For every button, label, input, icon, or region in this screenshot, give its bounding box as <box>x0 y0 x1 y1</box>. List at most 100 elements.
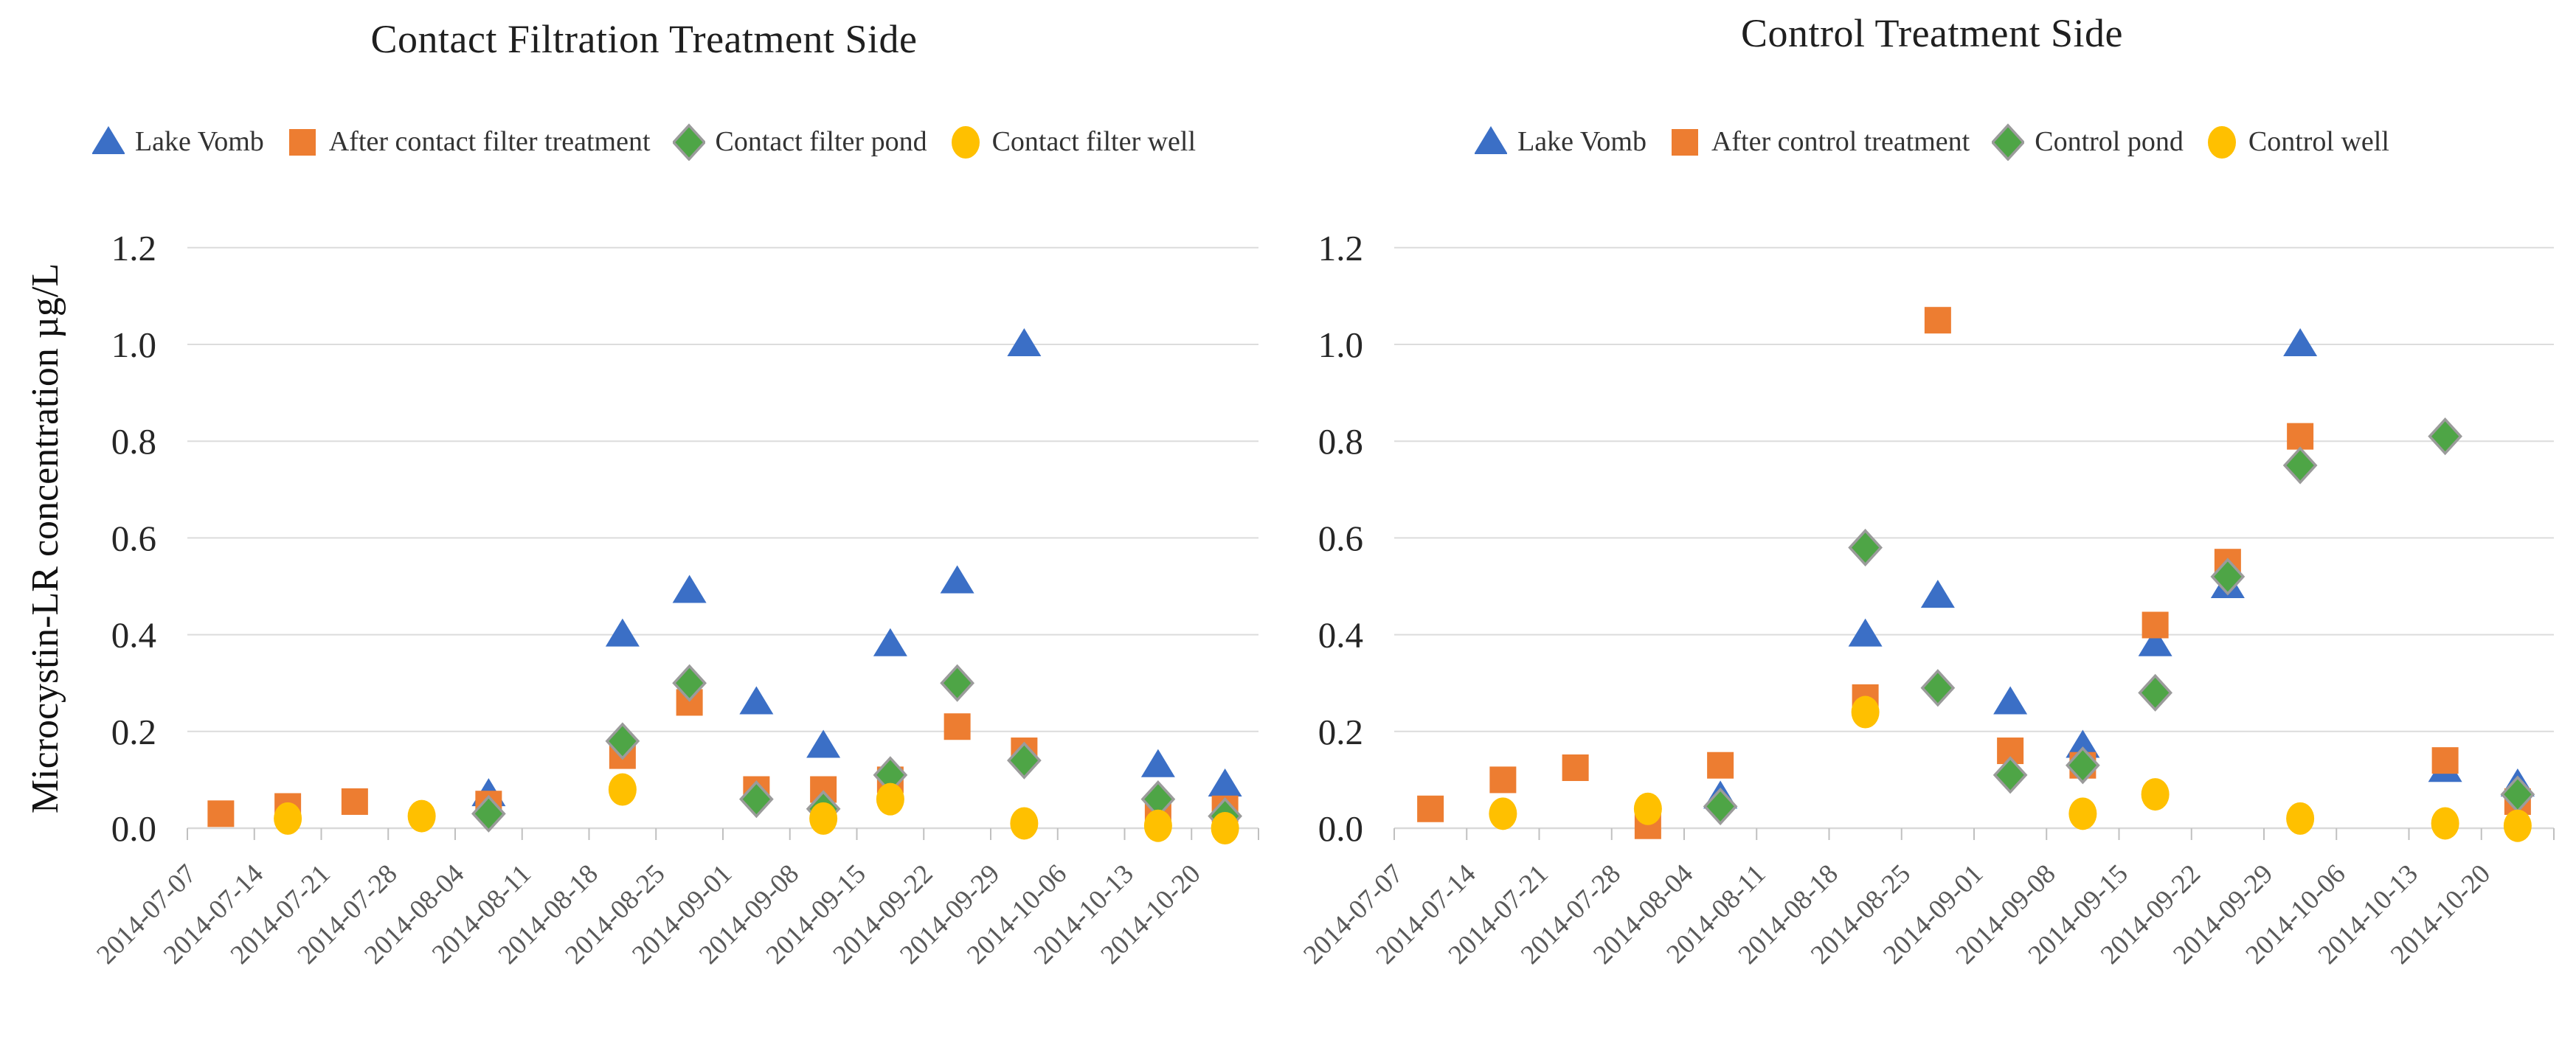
contact-filtration-chart-panel: Contact Filtration Treatment Side Lake V… <box>0 17 1288 970</box>
control-well-marker <box>2431 807 2459 840</box>
after-control-treatment-marker <box>1489 766 1517 794</box>
control-well-marker <box>2068 797 2097 830</box>
contact-filter-well-marker <box>274 802 302 835</box>
y-tick-label: 0.4 <box>1318 615 1363 656</box>
square-icon <box>288 129 316 156</box>
after-control-treatment-marker <box>1562 754 1589 781</box>
control-well-marker <box>2503 809 2532 842</box>
lake-vomb-marker <box>806 729 841 758</box>
y-tick-label: 0.6 <box>111 518 156 558</box>
y-axis-title: Microcystin-LR concentration µg/L <box>24 263 66 813</box>
contact-filter-well-marker <box>608 773 637 806</box>
after-control-treatment-marker <box>2287 423 2314 450</box>
diamond-icon-shape <box>672 123 705 161</box>
scatter-plot-left: Microcystin-LR concentration µg/L 1.2 1.0… <box>24 228 1259 970</box>
legend-item-control-pond: Control pond <box>1992 122 2184 161</box>
y-tick-label: 0.0 <box>111 808 156 849</box>
lake-vomb-marker <box>1920 580 1955 608</box>
lake-vomb-marker <box>2138 628 2172 656</box>
y-tick-label: 0.0 <box>1318 808 1363 849</box>
diamond-icon <box>672 123 705 161</box>
control-pond-marker <box>2210 558 2246 596</box>
after-control-treatment-marker <box>2431 747 2459 774</box>
y-tick-label: 0.4 <box>111 615 156 656</box>
control-pond-marker <box>2066 746 2100 785</box>
y-tick-label: 1.2 <box>111 228 156 268</box>
legend-item-after-control-treatment: After control treatment <box>1669 122 1970 161</box>
chart-title-right: Control Treatment Side <box>1740 11 2123 55</box>
y-tick-label: 0.2 <box>111 712 156 752</box>
lake-vomb-marker <box>605 618 640 647</box>
circle-icon-shape <box>951 126 980 159</box>
legend-right: Lake Vomb After control treatment Control … <box>1288 122 2576 161</box>
after-control-treatment-marker <box>1924 307 1951 334</box>
contact-filter-pond-marker <box>1007 741 1042 780</box>
diamond-icon-shape <box>1992 123 2025 161</box>
legend-label: After control treatment <box>1711 126 1970 157</box>
lake-vomb-marker <box>873 628 907 656</box>
contact-filter-pond-marker <box>672 664 707 702</box>
legend-item-control-well: Control well <box>2206 122 2389 161</box>
control-pond-marker <box>2282 446 2318 485</box>
legend-label: Contact filter pond <box>715 126 927 157</box>
control-well-marker <box>2286 802 2315 835</box>
triangle-icon <box>1475 126 1508 154</box>
triangle-icon <box>91 126 125 154</box>
legend-item-contact-filter-pond: Contact filter pond <box>672 122 927 161</box>
after-contact-filter-treatment-marker <box>341 788 368 815</box>
contact-filter-well-marker <box>809 802 838 835</box>
legend-label: Contact filter well <box>991 126 1197 157</box>
control-well-marker <box>1851 695 1880 729</box>
contact-filter-pond-marker <box>739 780 774 819</box>
lake-vomb-marker <box>1140 749 1175 777</box>
circle-icon-shape <box>2207 126 2236 159</box>
after-contact-filter-treatment-marker <box>944 713 971 740</box>
legend-left: Lake Vomb After contact filter treatment C… <box>0 122 1288 161</box>
contact-filter-pond-marker <box>605 722 640 760</box>
y-tick-label: 1.0 <box>1318 324 1363 365</box>
legend-item-contact-filter-well: Contact filter well <box>949 122 1196 161</box>
square-icon-shape <box>1671 129 1698 156</box>
contact-filter-well-marker <box>1010 807 1039 840</box>
y-tick-label: 0.2 <box>1318 712 1363 752</box>
legend-item-lake-vomb: Lake Vomb <box>1475 122 1647 161</box>
lake-vomb-marker <box>940 565 974 594</box>
legend-label: Lake Vomb <box>1517 126 1647 157</box>
lake-vomb-marker <box>1993 686 2028 715</box>
y-tick-label: 0.8 <box>111 421 156 462</box>
legend-label: Control pond <box>2035 126 2184 157</box>
scatter-plot-right: 1.21.00.80.60.40.20.02014-07-072014-07-1… <box>1298 228 2555 970</box>
after-control-treatment-marker <box>2142 611 2169 639</box>
y-tick-label: 1.0 <box>111 324 156 365</box>
lake-vomb-marker <box>1007 328 1042 356</box>
circle-icon <box>2207 126 2236 159</box>
control-well-marker <box>1633 792 1662 825</box>
legend-item-lake-vomb: Lake Vomb <box>91 122 264 161</box>
legend-label: Control well <box>2248 126 2389 157</box>
control-pond-marker <box>2138 673 2172 712</box>
lake-vomb-marker <box>1208 768 1242 796</box>
control-pond-marker <box>1992 756 2028 794</box>
control-well-marker <box>2141 778 2170 811</box>
chart-title-left: Contact Filtration Treatment Side <box>370 17 918 61</box>
contact-filter-well-marker <box>1211 812 1239 844</box>
lake-vomb-marker <box>2066 729 2100 758</box>
circle-icon <box>951 126 980 159</box>
legend-label: After contact filter treatment <box>328 126 651 157</box>
control-pond-marker <box>1920 669 1956 707</box>
control-chart-panel: Control Treatment Side Lake Vomb After co… <box>1288 0 2576 1062</box>
contact-filter-well-marker <box>876 782 904 816</box>
contact-filter-well-marker <box>407 799 436 833</box>
after-contact-filter-treatment-marker <box>207 800 235 827</box>
y-tick-label: 0.6 <box>1318 518 1363 558</box>
after-control-treatment-marker <box>1417 795 1444 822</box>
triangle-icon-shape <box>91 126 125 154</box>
control-well-marker <box>1489 797 1517 830</box>
triangle-icon-shape <box>1475 126 1508 154</box>
lake-vomb-marker <box>2283 328 2318 356</box>
legend-label: Lake Vomb <box>134 126 264 157</box>
contact-filter-pond-marker <box>940 664 974 702</box>
control-pond-marker <box>1703 787 1738 826</box>
control-pond-marker <box>2428 417 2462 456</box>
